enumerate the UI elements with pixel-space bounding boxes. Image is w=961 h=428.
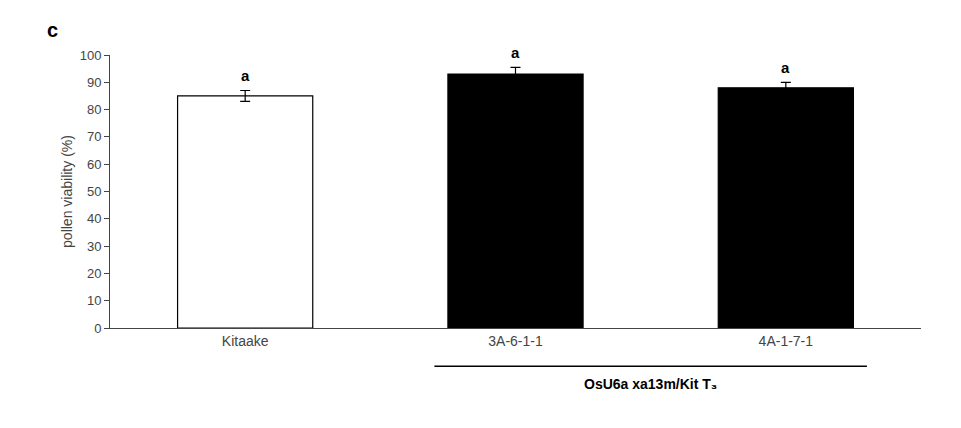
svg-text:Kitaake: Kitaake <box>222 333 269 349</box>
svg-text:30: 30 <box>87 239 101 254</box>
svg-text:100: 100 <box>80 48 102 63</box>
svg-text:c: c <box>47 19 58 41</box>
svg-text:pollen viability (%): pollen viability (%) <box>59 135 75 248</box>
svg-text:OsU6a xa13m/Kit T₃: OsU6a xa13m/Kit T₃ <box>584 376 717 392</box>
svg-text:50: 50 <box>87 184 101 199</box>
svg-text:40: 40 <box>87 211 101 226</box>
svg-text:4A-1-7-1: 4A-1-7-1 <box>759 333 814 349</box>
svg-text:3A-6-1-1: 3A-6-1-1 <box>488 333 543 349</box>
svg-text:a: a <box>511 44 520 61</box>
svg-text:0: 0 <box>94 321 101 336</box>
svg-text:20: 20 <box>87 266 101 281</box>
svg-text:10: 10 <box>87 293 101 308</box>
svg-text:80: 80 <box>87 102 101 117</box>
svg-text:a: a <box>781 59 790 76</box>
svg-text:60: 60 <box>87 157 101 172</box>
svg-text:70: 70 <box>87 129 101 144</box>
svg-text:a: a <box>241 67 250 84</box>
svg-text:90: 90 <box>87 75 101 90</box>
